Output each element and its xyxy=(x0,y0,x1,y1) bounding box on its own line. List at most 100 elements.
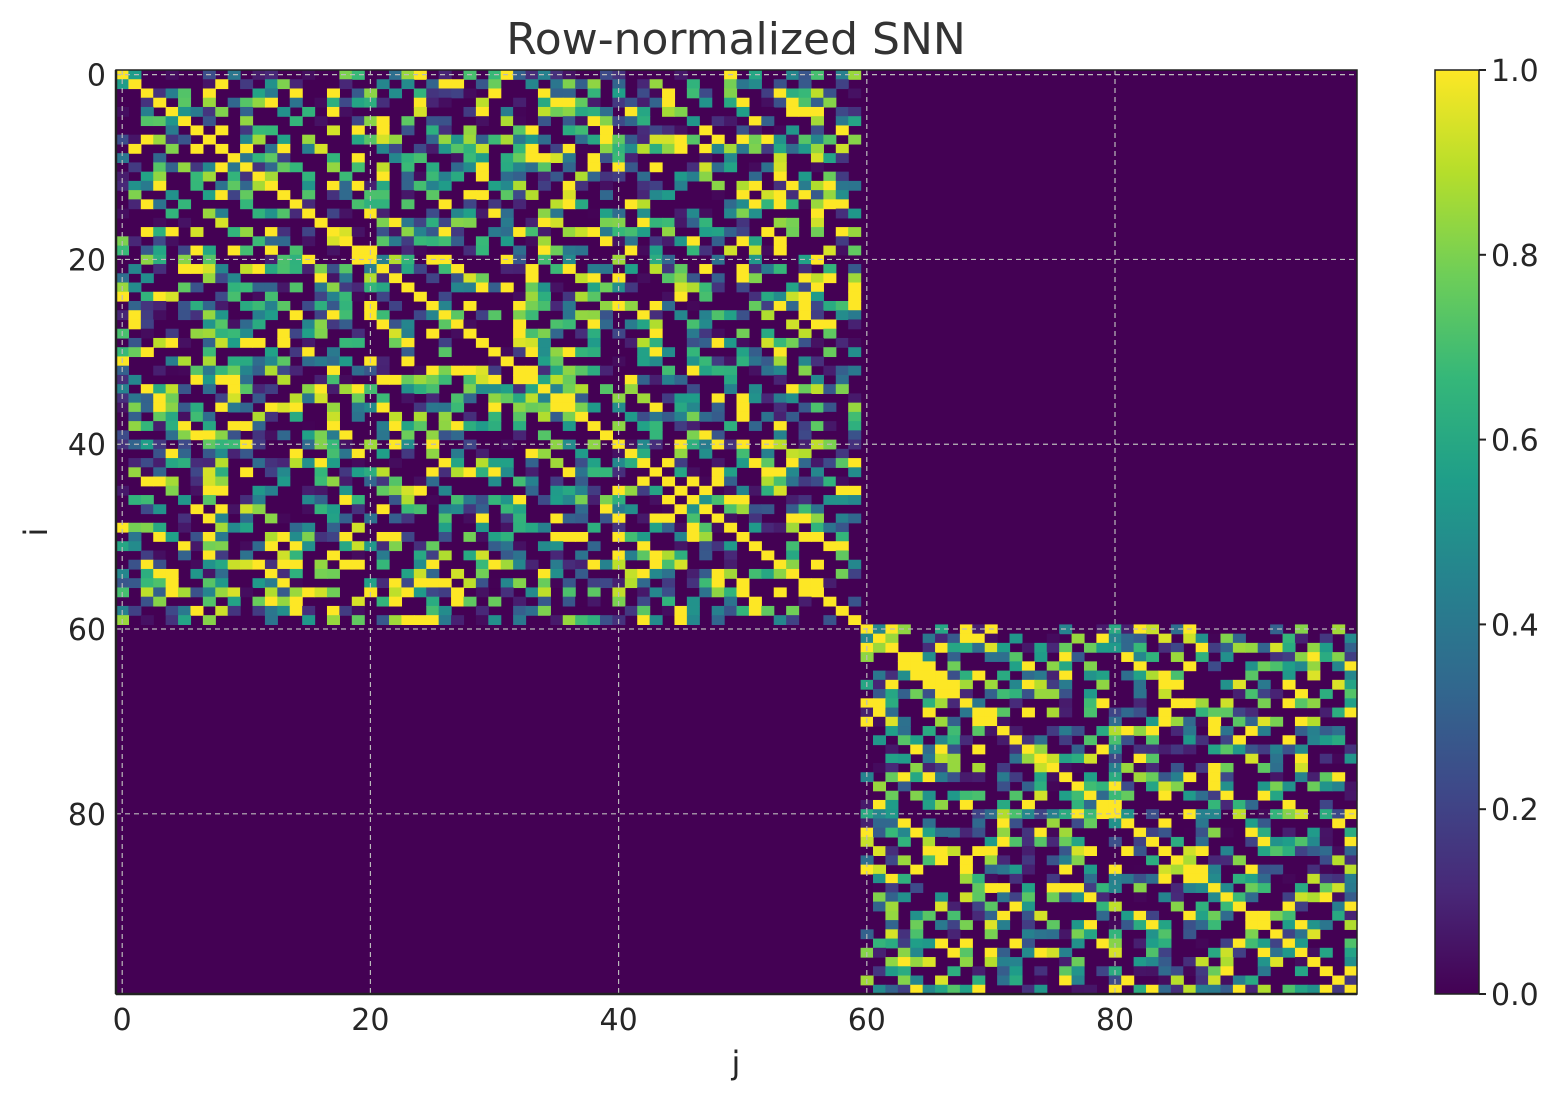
heatmap-cell xyxy=(252,504,266,515)
heatmap-cell xyxy=(798,532,812,542)
heatmap-cell xyxy=(947,735,961,746)
heatmap-cell xyxy=(550,328,564,339)
heatmap-cell xyxy=(128,559,142,570)
heatmap-cell xyxy=(1319,892,1333,903)
heatmap-cell xyxy=(351,125,365,136)
heatmap-cell xyxy=(1133,873,1147,884)
heatmap-cell xyxy=(848,485,862,496)
heatmap-cell xyxy=(922,855,936,866)
heatmap-cell xyxy=(935,975,949,986)
heatmap-cell xyxy=(451,153,465,163)
heatmap-cell xyxy=(475,559,489,570)
heatmap-cell xyxy=(649,264,663,274)
heatmap-cell xyxy=(1208,873,1222,884)
heatmap-cell xyxy=(662,578,676,589)
heatmap-cell xyxy=(699,264,713,274)
heatmap-cell xyxy=(848,273,862,284)
heatmap-cell xyxy=(1146,836,1160,847)
heatmap-cell xyxy=(649,495,663,505)
heatmap-cell xyxy=(562,374,576,385)
heatmap-cell xyxy=(810,291,824,302)
heatmap-cell xyxy=(1096,670,1110,681)
heatmap-cell xyxy=(848,310,862,321)
heatmap-cell xyxy=(289,402,303,413)
heatmap-cell xyxy=(240,227,254,237)
heatmap-cell xyxy=(240,97,254,108)
heatmap-cell xyxy=(438,143,452,154)
heatmap-cell xyxy=(153,217,167,228)
heatmap-cell xyxy=(264,411,278,422)
heatmap-cell xyxy=(662,264,676,274)
heatmap-cell xyxy=(637,310,651,321)
heatmap-cell xyxy=(699,485,713,496)
heatmap-cell xyxy=(1208,642,1222,653)
heatmap-cell xyxy=(637,615,651,625)
heatmap-cell xyxy=(513,199,527,210)
heatmap-cell xyxy=(1096,624,1110,635)
heatmap-cell xyxy=(289,199,303,210)
heatmap-cell xyxy=(451,134,465,145)
heatmap-cell xyxy=(128,143,142,154)
heatmap-cell xyxy=(798,439,812,450)
heatmap-cell xyxy=(438,88,452,99)
heatmap-cell xyxy=(488,458,502,468)
heatmap-cell xyxy=(165,411,179,422)
heatmap-cell xyxy=(1257,763,1271,773)
heatmap-cell xyxy=(426,467,440,478)
heatmap-cell xyxy=(525,587,539,598)
heatmap-cell xyxy=(649,245,663,256)
heatmap-cell xyxy=(1146,827,1160,838)
heatmap-cell xyxy=(984,707,998,718)
heatmap-cell xyxy=(364,190,378,200)
heatmap-cell xyxy=(190,282,204,293)
heatmap-cell xyxy=(1146,744,1160,755)
heatmap-cell xyxy=(252,541,266,552)
heatmap-cell xyxy=(463,208,477,219)
heatmap-cell xyxy=(190,227,204,237)
heatmap-cell xyxy=(215,587,229,598)
heatmap-cell xyxy=(662,522,676,533)
heatmap-cell xyxy=(326,162,340,173)
heatmap-cell xyxy=(351,153,365,163)
heatmap-cell xyxy=(798,393,812,404)
heatmap-cell xyxy=(326,568,340,579)
heatmap-cell xyxy=(761,337,775,348)
heatmap-cell xyxy=(835,199,849,210)
heatmap-cell xyxy=(1195,846,1209,856)
heatmap-cell xyxy=(227,337,241,348)
heatmap-cell xyxy=(599,125,613,136)
heatmap-cell xyxy=(1332,883,1346,893)
heatmap-cell xyxy=(376,97,390,108)
heatmap-cell xyxy=(314,495,328,505)
heatmap-cell xyxy=(302,421,316,431)
heatmap-cell xyxy=(351,495,365,505)
heatmap-cell xyxy=(451,227,465,237)
heatmap-cell xyxy=(277,282,291,293)
heatmap-cell xyxy=(178,430,192,441)
heatmap-cell xyxy=(823,153,837,163)
heatmap-cell xyxy=(761,328,775,339)
heatmap-cell xyxy=(202,485,216,496)
heatmap-cell xyxy=(302,180,316,191)
heatmap-cell xyxy=(848,393,862,404)
heatmap-cell xyxy=(873,892,887,903)
heatmap-cell xyxy=(922,984,936,995)
heatmap-cell xyxy=(1294,901,1308,912)
heatmap-cell xyxy=(1046,827,1060,838)
heatmap-cell xyxy=(1307,864,1321,875)
heatmap-cell xyxy=(451,430,465,441)
heatmap-cell xyxy=(997,855,1011,866)
heatmap-cell xyxy=(227,522,241,533)
heatmap-cell xyxy=(277,402,291,413)
heatmap-cell xyxy=(1170,984,1184,995)
heatmap-cell xyxy=(1220,975,1234,986)
heatmap-cell xyxy=(1034,670,1048,681)
heatmap-cell xyxy=(897,873,911,884)
heatmap-cell xyxy=(575,384,589,394)
heatmap-cell xyxy=(860,864,874,875)
heatmap-cell xyxy=(500,217,514,228)
heatmap-cell xyxy=(736,79,750,90)
heatmap-cell xyxy=(848,402,862,413)
heatmap-cell xyxy=(1021,920,1035,930)
heatmap-cell xyxy=(810,522,824,533)
